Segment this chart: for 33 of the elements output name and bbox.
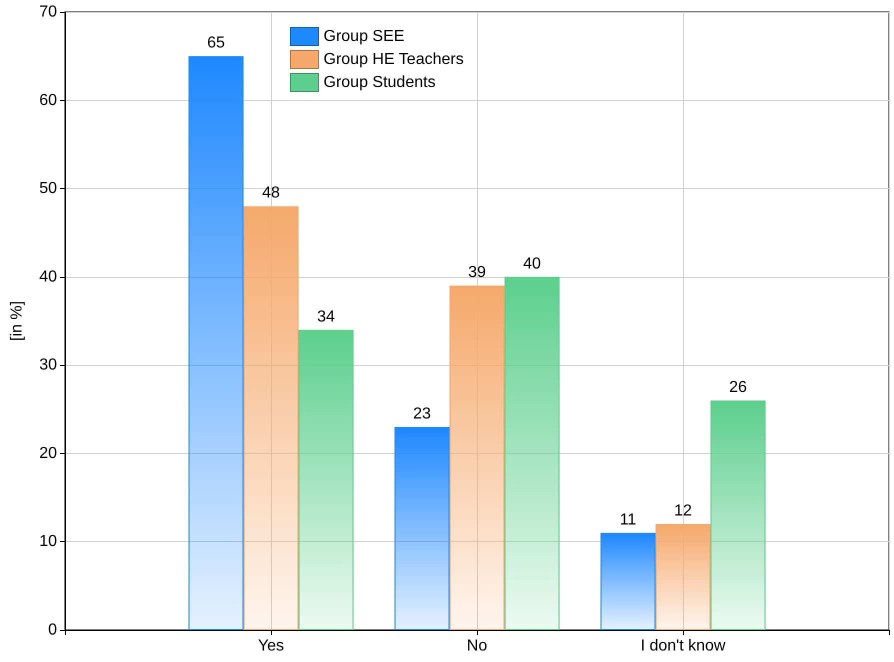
y-tick-label: 60 [39, 92, 58, 109]
bar [298, 330, 354, 630]
bar [656, 524, 710, 630]
bar [710, 400, 766, 630]
data-label: 48 [262, 184, 280, 202]
data-label: 34 [317, 308, 335, 326]
data-label: 23 [413, 405, 431, 422]
bar [188, 56, 244, 630]
legend-label: Group SEE [324, 28, 404, 45]
data-label: 11 [620, 511, 636, 528]
y-tick-label: 10 [39, 533, 58, 550]
y-tick-label: 50 [39, 180, 58, 198]
y-tick-label: 0 [48, 622, 58, 638]
x-tick-label: Yes [258, 638, 284, 654]
y-axis-title: [in %] [8, 300, 26, 342]
data-label: 12 [674, 502, 692, 520]
bar [394, 426, 450, 630]
bar [504, 276, 560, 630]
y-tick-label: 30 [39, 356, 58, 374]
bar [600, 532, 656, 630]
legend-label: Group Students [324, 74, 436, 91]
data-label: 39 [468, 264, 486, 282]
x-tick-label: I don't know [640, 638, 726, 654]
data-label: 26 [729, 378, 747, 396]
y-tick-label: 70 [39, 4, 58, 20]
x-tick-label: No [466, 638, 488, 654]
y-tick-label: 40 [39, 268, 58, 286]
data-label: 65 [207, 34, 225, 52]
bar [450, 286, 504, 630]
y-tick-label: 20 [39, 444, 58, 462]
data-label: 40 [523, 255, 541, 272]
bar [244, 206, 298, 630]
legend-label: Group HE Teachers [324, 51, 464, 68]
